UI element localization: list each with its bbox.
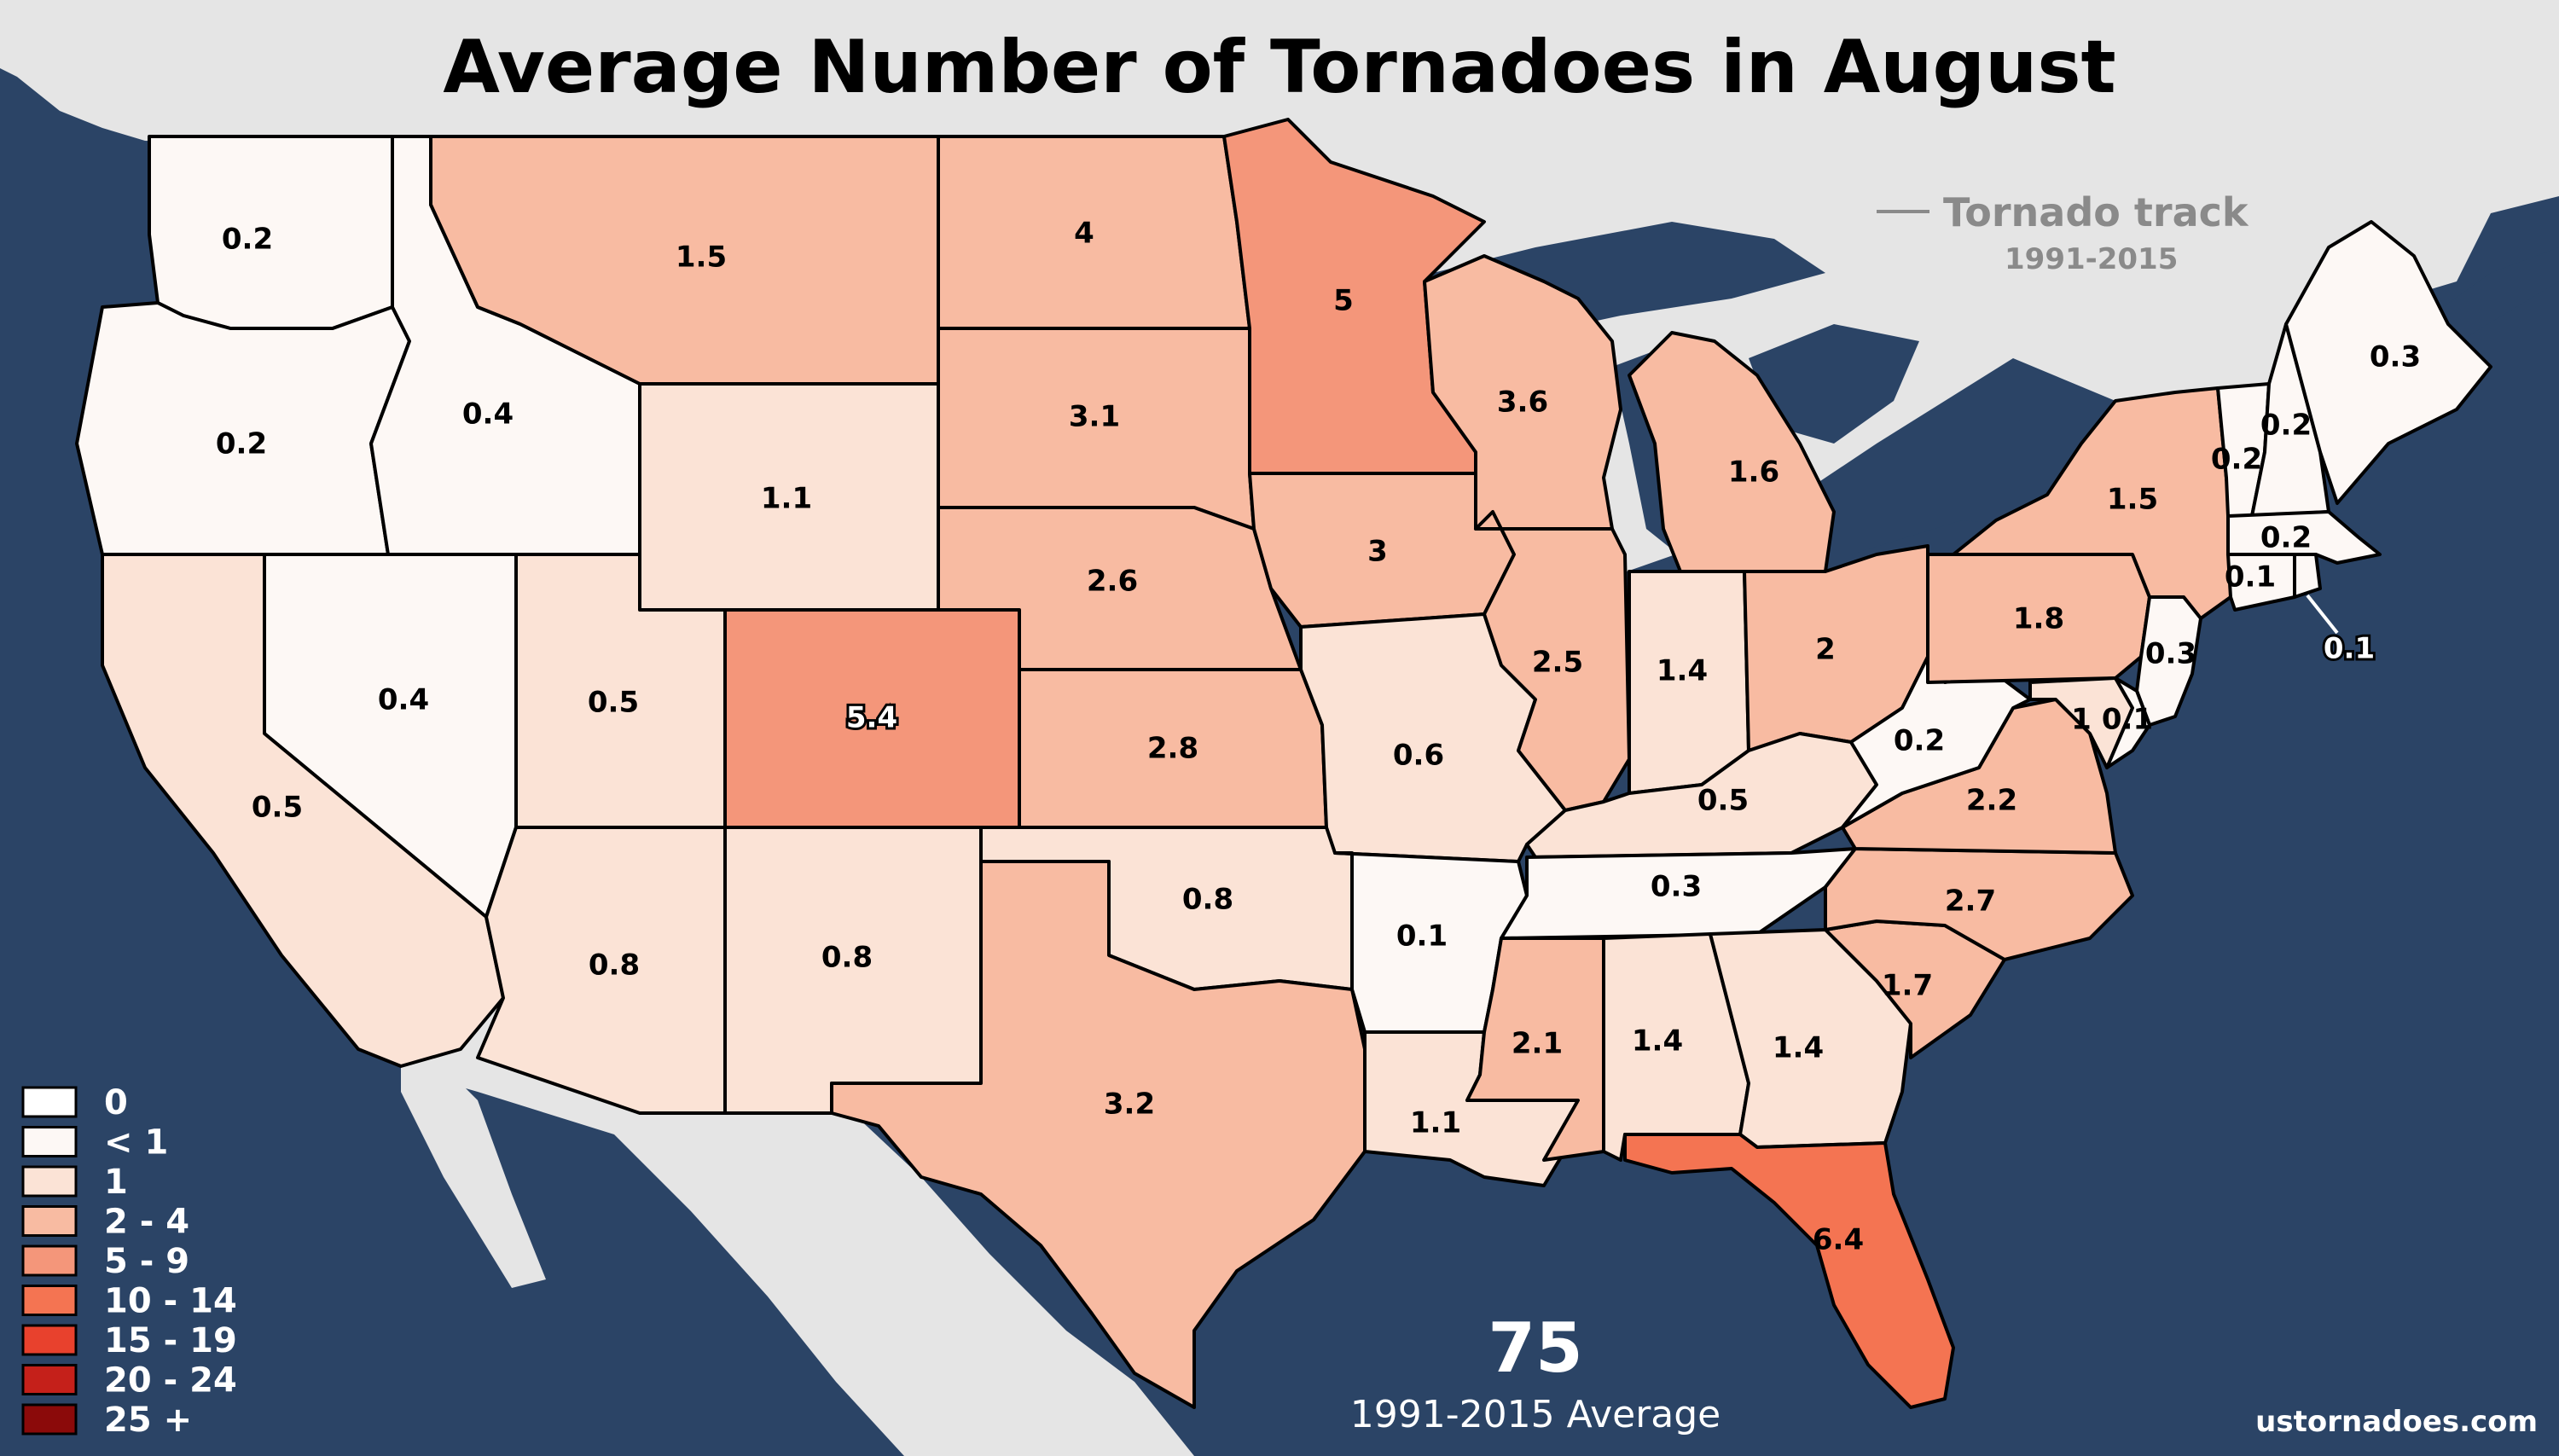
label-KS: 2.8 bbox=[1147, 732, 1198, 766]
state-NC bbox=[1824, 847, 2134, 961]
label-AL: 1.4 bbox=[1632, 1024, 1683, 1059]
label-ND: 4 bbox=[1074, 217, 1094, 251]
label-MA: 0.2 bbox=[2260, 521, 2312, 555]
label-IN: 1.4 bbox=[1657, 654, 1708, 688]
legend-swatch bbox=[21, 1086, 78, 1118]
state-CT bbox=[2226, 553, 2296, 612]
track-legend: Tornado track 1991-2015 bbox=[1877, 189, 2249, 276]
legend-label: 20 - 24 bbox=[104, 1361, 237, 1401]
label-NY: 1.5 bbox=[2107, 483, 2158, 517]
state-RI bbox=[2293, 553, 2322, 599]
label-GA: 1.4 bbox=[1773, 1031, 1824, 1065]
track-legend-label: Tornado track bbox=[1943, 189, 2249, 235]
label-TN: 0.3 bbox=[1651, 870, 1702, 904]
label-AR: 0.1 bbox=[1396, 919, 1448, 954]
total-value: 75 bbox=[1488, 1308, 1582, 1388]
legend-swatch bbox=[21, 1165, 78, 1198]
label-OH: 2 bbox=[1815, 633, 1836, 667]
label-CA: 0.5 bbox=[252, 791, 303, 825]
label-MI: 1.6 bbox=[1728, 455, 1779, 490]
label-ME: 0.3 bbox=[2370, 340, 2421, 374]
legend-label: < 1 bbox=[104, 1123, 168, 1163]
state-WV bbox=[1841, 655, 2032, 829]
legend-swatch bbox=[21, 1205, 78, 1237]
label-SD: 3.1 bbox=[1069, 400, 1120, 434]
label-MO: 0.6 bbox=[1393, 739, 1444, 773]
label-OR: 0.2 bbox=[216, 427, 267, 461]
label-TX: 3.2 bbox=[1104, 1088, 1155, 1122]
ri-pointer-line bbox=[2306, 594, 2339, 635]
label-OK: 0.8 bbox=[1182, 883, 1233, 917]
state-DE bbox=[2105, 676, 2151, 769]
label-IA: 3 bbox=[1367, 535, 1388, 569]
legend-label: 5 - 9 bbox=[104, 1242, 189, 1281]
label-MT: 1.5 bbox=[676, 241, 727, 275]
legend-label: 1 bbox=[104, 1163, 128, 1202]
label-NE: 2.6 bbox=[1087, 565, 1138, 599]
legend-swatch bbox=[21, 1403, 78, 1436]
label-CO: 5.4 bbox=[846, 701, 897, 735]
state-IL bbox=[1474, 510, 1631, 812]
label-WI: 3.6 bbox=[1497, 386, 1548, 420]
label-NH: 0.2 bbox=[2260, 409, 2312, 443]
legend-label: 2 - 4 bbox=[104, 1203, 189, 1242]
legend-label: 10 - 14 bbox=[104, 1282, 237, 1321]
label-VA: 2.2 bbox=[1966, 784, 2017, 818]
label-VT: 0.2 bbox=[2211, 443, 2262, 477]
state-WI bbox=[1423, 254, 1622, 531]
states bbox=[75, 118, 2492, 1409]
legend-swatch bbox=[21, 1324, 78, 1356]
label-PA: 1.8 bbox=[2013, 602, 2064, 636]
label-ID: 0.4 bbox=[462, 397, 514, 432]
legend-swatch bbox=[21, 1126, 78, 1157]
label-FL: 6.4 bbox=[1813, 1223, 1864, 1257]
track-legend-period: 1991-2015 bbox=[2005, 242, 2178, 276]
legend-label: 15 - 19 bbox=[104, 1321, 237, 1360]
label-NC: 2.7 bbox=[1945, 885, 1996, 919]
total-label: 1991-2015 Average bbox=[1350, 1393, 1721, 1436]
state-MI bbox=[1628, 331, 1836, 573]
label-IL: 2.5 bbox=[1532, 646, 1583, 680]
source-credit: ustornadoes.com bbox=[2255, 1405, 2538, 1439]
label-DE: 0.1 bbox=[2102, 703, 2153, 737]
label-MD: 1 bbox=[2071, 703, 2092, 737]
label-UT: 0.5 bbox=[588, 686, 639, 720]
state-CA bbox=[101, 553, 505, 1068]
label-NV: 0.4 bbox=[378, 683, 429, 717]
page-title: Average Number of Tornadoes in August bbox=[443, 25, 2115, 110]
state-ME bbox=[2284, 220, 2492, 505]
state-NJ bbox=[2135, 595, 2202, 727]
state-FL bbox=[1623, 1133, 1955, 1409]
state-labels: 0.2 0.2 0.4 1.5 1.1 0.4 0.5 0.5 0.8 0.8 … bbox=[216, 217, 2421, 1257]
label-MN: 5 bbox=[1333, 284, 1354, 318]
label-WV: 0.2 bbox=[1894, 724, 1945, 758]
legend-swatch bbox=[21, 1285, 78, 1316]
state-TN bbox=[1500, 847, 1857, 940]
label-AZ: 0.8 bbox=[589, 948, 640, 983]
label-WA: 0.2 bbox=[222, 223, 273, 257]
legend-label: 0 bbox=[104, 1083, 128, 1122]
legend-swatch bbox=[21, 1364, 78, 1395]
label-NJ: 0.3 bbox=[2145, 637, 2196, 671]
label-KY: 0.5 bbox=[1697, 784, 1749, 818]
label-SC: 1.7 bbox=[1882, 969, 1933, 1003]
legend-label: 25 + bbox=[104, 1401, 192, 1440]
legend-swatch bbox=[21, 1244, 78, 1277]
label-MS: 2.1 bbox=[1512, 1027, 1563, 1061]
label-NM: 0.8 bbox=[821, 941, 873, 975]
label-WY: 1.1 bbox=[761, 482, 812, 516]
label-CT: 0.1 bbox=[2225, 560, 2276, 595]
label-LA: 1.1 bbox=[1410, 1106, 1461, 1140]
state-TX bbox=[830, 860, 1367, 1409]
label-RI: 0.1 bbox=[2324, 632, 2375, 666]
